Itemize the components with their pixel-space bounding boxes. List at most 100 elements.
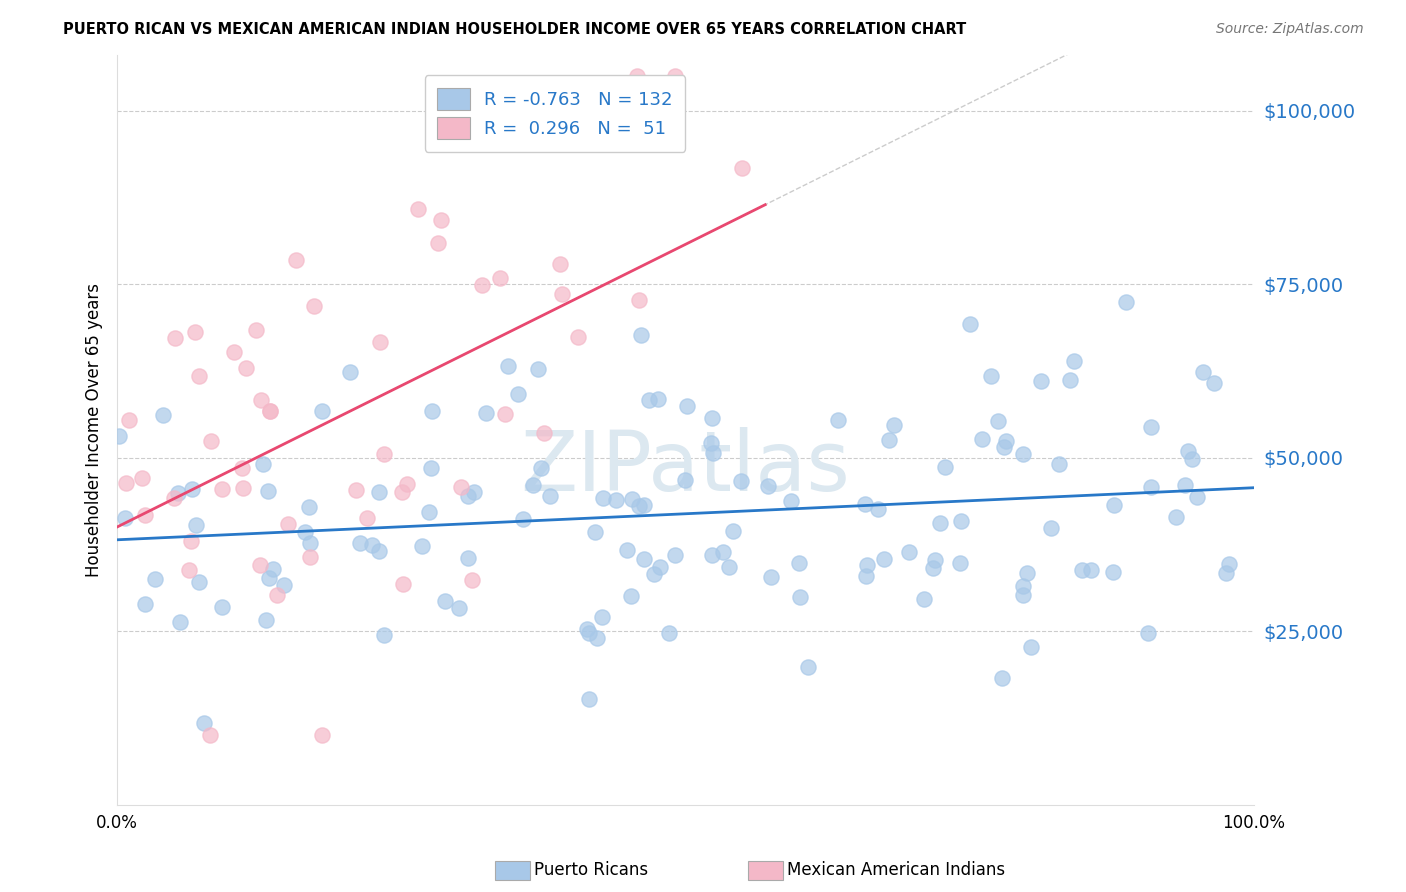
Point — [496, 359, 519, 374]
Point — [797, 660, 820, 674]
Point — [254, 613, 277, 627]
Point — [702, 410, 724, 425]
Point — [675, 473, 697, 487]
Point — [648, 560, 671, 574]
Point — [638, 393, 661, 408]
Point — [235, 360, 257, 375]
Point — [134, 597, 156, 611]
Point — [827, 412, 849, 426]
Point — [664, 548, 686, 562]
Point — [897, 544, 920, 558]
Point — [1070, 563, 1092, 577]
Point — [461, 573, 484, 587]
Point — [420, 461, 443, 475]
Point — [912, 591, 935, 606]
Point — [987, 414, 1010, 428]
Point — [866, 502, 889, 516]
Point — [447, 601, 470, 615]
Point — [266, 588, 288, 602]
Point — [184, 518, 207, 533]
Point — [277, 517, 299, 532]
Point — [789, 590, 811, 604]
Point — [959, 317, 981, 331]
Point — [273, 578, 295, 592]
Point — [664, 69, 686, 83]
Point — [1017, 566, 1039, 580]
Point — [224, 345, 246, 359]
Point — [368, 484, 391, 499]
Point — [605, 492, 627, 507]
Point — [1218, 558, 1240, 572]
Text: Mexican American Indians: Mexican American Indians — [787, 861, 1005, 879]
Point — [533, 425, 555, 440]
Point — [252, 457, 274, 471]
Point — [368, 543, 391, 558]
Point — [231, 461, 253, 475]
Point — [522, 478, 544, 492]
Point — [1031, 374, 1053, 388]
Text: ZIPatlas: ZIPatlas — [520, 427, 851, 508]
Point — [1115, 295, 1137, 310]
Point — [1047, 457, 1070, 471]
Point — [883, 417, 905, 432]
Point — [262, 562, 284, 576]
Point — [627, 293, 650, 308]
Point — [256, 484, 278, 499]
Point — [1011, 579, 1033, 593]
Point — [633, 499, 655, 513]
Point — [567, 330, 589, 344]
Point — [702, 446, 724, 460]
Point — [298, 536, 321, 550]
Point — [463, 485, 485, 500]
Point — [711, 545, 734, 559]
Point — [718, 560, 741, 574]
Point — [245, 323, 267, 337]
Point — [166, 485, 188, 500]
Point — [433, 593, 456, 607]
Point — [700, 548, 723, 562]
Point — [995, 434, 1018, 449]
Point — [349, 536, 371, 550]
Point — [538, 489, 561, 503]
Point — [1177, 443, 1199, 458]
Text: Source: ZipAtlas.com: Source: ZipAtlas.com — [1216, 22, 1364, 37]
Y-axis label: Householder Income Over 65 years: Householder Income Over 65 years — [86, 283, 103, 577]
Point — [356, 510, 378, 524]
Point — [311, 728, 333, 742]
Point — [1059, 373, 1081, 387]
Point — [457, 489, 479, 503]
Point — [970, 432, 993, 446]
Point — [586, 632, 609, 646]
Point — [211, 600, 233, 615]
Point — [298, 500, 321, 514]
Point — [250, 392, 273, 407]
Point — [411, 540, 433, 554]
Point — [471, 278, 494, 293]
Point — [787, 556, 810, 570]
Point — [993, 440, 1015, 454]
Point — [928, 516, 950, 530]
Point — [676, 399, 699, 413]
Point — [180, 534, 202, 549]
Point — [759, 570, 782, 584]
Point — [232, 481, 254, 495]
Point — [529, 461, 551, 475]
Point — [1102, 498, 1125, 512]
Point — [163, 491, 186, 506]
Point — [626, 69, 648, 83]
Point — [628, 499, 651, 513]
Point — [145, 572, 167, 586]
Point — [873, 551, 896, 566]
Point — [134, 508, 156, 522]
Point — [361, 538, 384, 552]
Point — [583, 524, 606, 539]
Point — [508, 387, 530, 401]
Point — [1174, 478, 1197, 492]
Point — [184, 325, 207, 339]
Point — [924, 552, 946, 566]
Point — [368, 334, 391, 349]
Point — [527, 361, 550, 376]
Point — [298, 550, 321, 565]
Point — [1180, 452, 1202, 467]
Point — [396, 477, 419, 491]
